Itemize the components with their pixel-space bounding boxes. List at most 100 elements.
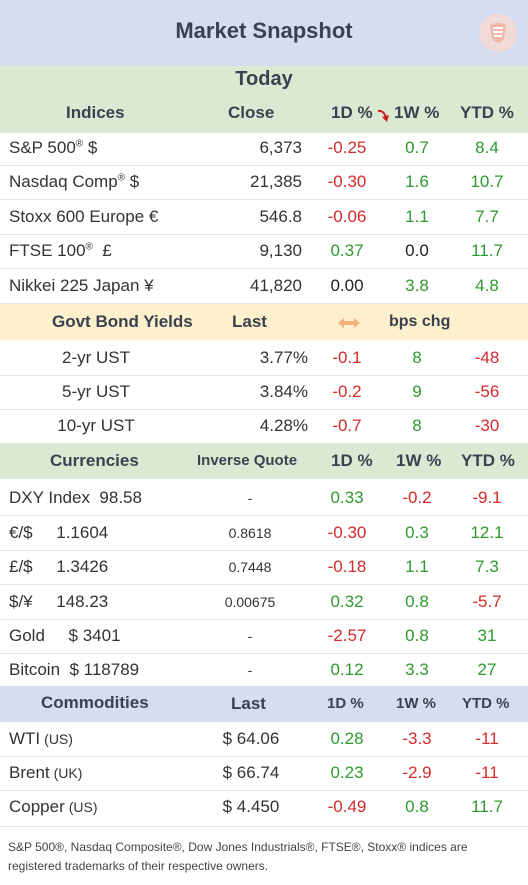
commodity-1d: -0.49 bbox=[327, 797, 367, 816]
commodity-1w: -3.3 bbox=[402, 729, 432, 748]
commodity-1d: 0.28 bbox=[330, 729, 364, 748]
index-1w: 1.6 bbox=[405, 172, 429, 191]
currency-name: Bitcoin $ 118789 bbox=[9, 660, 140, 679]
indices-header: Indices bbox=[66, 103, 125, 122]
index-1d: -0.06 bbox=[327, 207, 367, 226]
com-last-header: Last bbox=[231, 694, 266, 713]
commodity-region: (US) bbox=[44, 731, 73, 747]
bond-1w: 8 bbox=[412, 416, 422, 435]
index-1d: 0.00 bbox=[330, 276, 364, 295]
bonds-header: Govt Bond Yields bbox=[52, 312, 193, 331]
bond-last: 3.77% bbox=[259, 348, 308, 367]
row-divider bbox=[0, 409, 528, 410]
commodity-name: Copper (US) bbox=[9, 797, 98, 817]
commodities-header: Commodities bbox=[41, 693, 149, 712]
index-ytd: 8.4 bbox=[475, 138, 499, 157]
currency-ytd: -9.1 bbox=[472, 488, 502, 507]
trademark-mark: ® bbox=[117, 172, 126, 184]
bond-1w: 9 bbox=[412, 382, 422, 401]
currencies-header-band bbox=[0, 443, 528, 479]
currency-inverse: - bbox=[247, 662, 253, 678]
currency-1w: -0.2 bbox=[402, 488, 432, 507]
row-divider bbox=[0, 756, 528, 757]
currency-name: £/$ 1.3426 bbox=[9, 557, 109, 576]
commodity-ytd: -11 bbox=[475, 763, 499, 782]
1w-header[interactable]: 1W % bbox=[394, 103, 440, 122]
commodity-1w: -2.9 bbox=[402, 763, 432, 782]
commodity-ytd: 11.7 bbox=[471, 797, 503, 816]
footer-divider bbox=[0, 826, 528, 827]
double-arrow-icon bbox=[338, 318, 360, 328]
bond-last: 4.28% bbox=[259, 416, 308, 435]
currency-ytd: -5.7 bbox=[472, 592, 502, 611]
row-divider bbox=[0, 165, 528, 166]
currency-symbol: $ bbox=[125, 172, 140, 191]
row-divider bbox=[0, 550, 528, 551]
bond-1d: -0.1 bbox=[332, 348, 362, 367]
currency-name: $/¥ 148.23 bbox=[9, 592, 109, 611]
currency-1w: 1.1 bbox=[405, 557, 429, 576]
index-1w: 1.1 bbox=[405, 207, 429, 226]
commodity-last: $ 64.06 bbox=[222, 729, 280, 748]
index-name-text: Nasdaq Comp bbox=[9, 172, 118, 191]
ytd-header[interactable]: YTD % bbox=[460, 103, 514, 122]
bps-chg-header: bps chg bbox=[389, 313, 451, 330]
index-ytd: 4.8 bbox=[475, 276, 499, 295]
row-divider bbox=[0, 268, 528, 269]
1d-header[interactable]: 1D % bbox=[331, 103, 373, 122]
index-ytd: 11.7 bbox=[471, 241, 503, 260]
index-close: 6,373 bbox=[259, 138, 302, 157]
currency-1d: -2.57 bbox=[327, 626, 367, 645]
currency-ytd: 7.3 bbox=[475, 557, 499, 576]
index-close: 41,820 bbox=[250, 276, 302, 295]
currency-inverse: - bbox=[247, 628, 253, 644]
cur-ytd-header: YTD % bbox=[461, 451, 515, 470]
commodity-ytd: -11 bbox=[475, 729, 499, 748]
commodity-name-text: Brent bbox=[9, 763, 50, 782]
index-name-text: FTSE 100 bbox=[9, 241, 86, 260]
currency-1d: -0.30 bbox=[327, 523, 367, 542]
inverse-quote-header: Inverse Quote bbox=[197, 452, 298, 469]
index-ytd: 10.7 bbox=[470, 172, 504, 191]
com-1d-header: 1D % bbox=[327, 695, 364, 712]
com-ytd-header: YTD % bbox=[462, 695, 510, 712]
currency-inverse: 0.7448 bbox=[228, 559, 272, 575]
index-1d: -0.30 bbox=[327, 172, 367, 191]
currency-1w: 0.3 bbox=[405, 523, 429, 542]
bonds-header-band bbox=[0, 304, 528, 340]
index-name: FTSE 100® £ bbox=[9, 241, 112, 261]
close-header: Close bbox=[228, 103, 275, 122]
index-1w: 3.8 bbox=[405, 276, 429, 295]
commodity-region: (US) bbox=[68, 799, 98, 815]
curved-arrow-down-icon bbox=[377, 109, 389, 122]
trademark-mark: ® bbox=[85, 241, 93, 253]
index-name-text: S&P 500 bbox=[9, 138, 76, 157]
currency-ytd: 31 bbox=[477, 626, 497, 645]
commodity-1w: 0.8 bbox=[405, 797, 429, 816]
currency-inverse: 0.8618 bbox=[228, 525, 272, 541]
index-name-text: Nikkei 225 Japan ¥ bbox=[9, 276, 154, 295]
currency-ytd: 12.1 bbox=[470, 523, 504, 542]
row-divider bbox=[0, 619, 528, 620]
bond-ytd: -48 bbox=[474, 348, 500, 367]
row-divider bbox=[0, 584, 528, 585]
currency-1d: 0.33 bbox=[330, 488, 364, 507]
index-close: 546.8 bbox=[259, 207, 302, 226]
currency-1w: 0.8 bbox=[405, 592, 429, 611]
row-divider bbox=[0, 303, 528, 304]
index-name: Nasdaq Comp® $ bbox=[9, 172, 139, 192]
cur-1d-header: 1D % bbox=[331, 451, 373, 470]
bond-name: 2-yr UST bbox=[62, 348, 130, 367]
bond-1w: 8 bbox=[412, 348, 422, 367]
index-ytd: 7.7 bbox=[475, 207, 499, 226]
index-close: 9,130 bbox=[259, 241, 302, 260]
currency-inverse: - bbox=[247, 490, 253, 506]
index-name: S&P 500® $ bbox=[9, 138, 97, 158]
index-1w: 0.7 bbox=[405, 138, 429, 157]
bond-1d: -0.7 bbox=[332, 416, 362, 435]
currency-1d: 0.32 bbox=[330, 592, 364, 611]
bond-name: 5-yr UST bbox=[62, 382, 130, 401]
title-bar bbox=[0, 0, 528, 66]
row-divider bbox=[0, 653, 528, 654]
commodities-header-band bbox=[0, 686, 528, 722]
